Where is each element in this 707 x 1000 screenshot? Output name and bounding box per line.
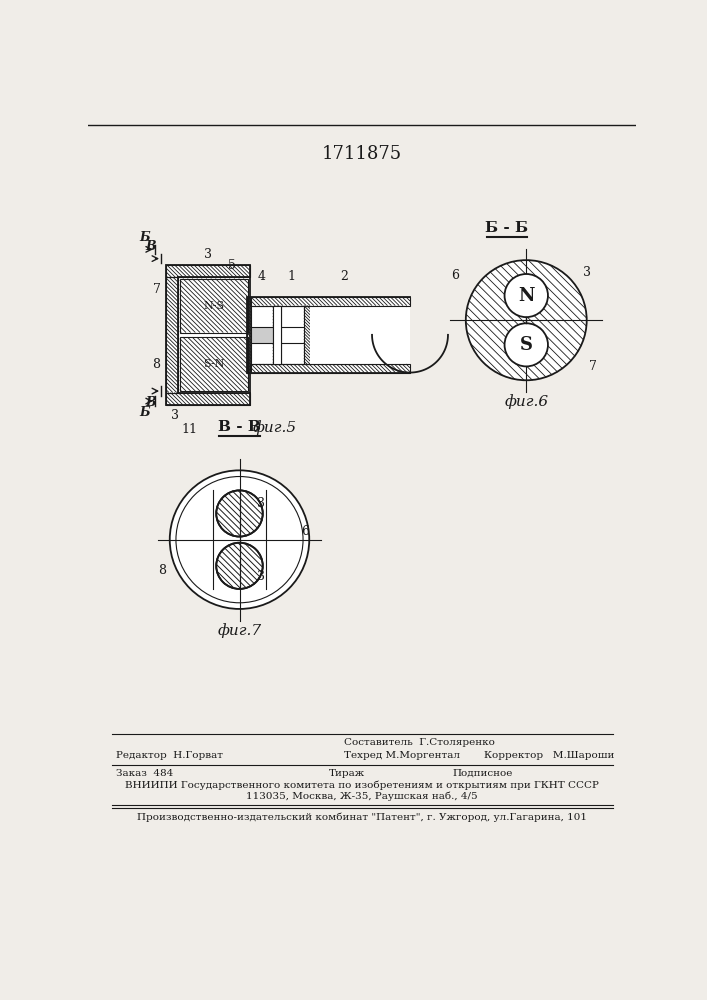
Bar xyxy=(180,279,248,333)
Circle shape xyxy=(176,477,303,603)
Text: Корректор   М.Шароши: Корректор М.Шароши xyxy=(484,751,614,760)
Text: 7: 7 xyxy=(153,283,160,296)
Text: 1: 1 xyxy=(288,270,296,283)
Text: 2: 2 xyxy=(340,270,348,283)
Text: В - В: В - В xyxy=(218,420,261,434)
Bar xyxy=(273,306,281,364)
Text: Редактор  Н.Горват: Редактор Н.Горват xyxy=(115,751,223,760)
Bar xyxy=(166,265,250,277)
Bar xyxy=(166,277,178,393)
Text: 113035, Москва, Ж-35, Раушская наб., 4/5: 113035, Москва, Ж-35, Раушская наб., 4/5 xyxy=(246,791,478,801)
Bar xyxy=(304,306,310,364)
Text: Заказ  484: Заказ 484 xyxy=(115,769,173,778)
Circle shape xyxy=(216,490,263,537)
Text: В: В xyxy=(145,240,156,253)
Text: 3: 3 xyxy=(257,497,264,510)
Text: Б: Б xyxy=(139,406,149,419)
Text: Подписное: Подписное xyxy=(452,769,513,778)
Text: Техред М.Моргентал: Техред М.Моргентал xyxy=(344,751,460,760)
Text: N-S: N-S xyxy=(204,301,225,311)
Text: В: В xyxy=(145,396,156,409)
Circle shape xyxy=(466,260,587,380)
Text: 11: 11 xyxy=(181,423,197,436)
Bar xyxy=(250,297,410,373)
Text: 3: 3 xyxy=(204,248,211,261)
Text: 5: 5 xyxy=(228,259,235,272)
Circle shape xyxy=(505,274,548,317)
Text: 3: 3 xyxy=(583,266,591,279)
Text: 7: 7 xyxy=(589,360,597,373)
Text: 3: 3 xyxy=(257,570,264,583)
Text: S-N: S-N xyxy=(203,359,225,369)
Text: Б - Б: Б - Б xyxy=(485,222,528,235)
Circle shape xyxy=(216,543,263,589)
Text: Тираж: Тираж xyxy=(329,769,365,778)
Text: Производственно-издательский комбинат "Патент", г. Ужгород, ул.Гагарина, 101: Производственно-издательский комбинат "П… xyxy=(137,813,587,822)
Text: 3: 3 xyxy=(171,409,179,422)
Bar xyxy=(250,297,410,306)
Text: Б: Б xyxy=(139,231,149,244)
Bar xyxy=(180,337,248,391)
Text: фиг.5: фиг.5 xyxy=(252,420,296,435)
Text: 8: 8 xyxy=(158,564,166,577)
Text: ВНИИПИ Государственного комитета по изобретениям и открытиям при ГКНТ СССР: ВНИИПИ Государственного комитета по изоб… xyxy=(125,781,599,790)
Text: фиг.7: фиг.7 xyxy=(218,623,262,638)
Bar xyxy=(166,393,250,405)
Text: S: S xyxy=(520,336,533,354)
Bar xyxy=(247,297,251,373)
Text: N: N xyxy=(518,287,534,305)
Text: 1711875: 1711875 xyxy=(322,145,402,163)
Text: 6: 6 xyxy=(452,269,460,282)
Text: 8: 8 xyxy=(153,358,160,371)
Bar xyxy=(251,327,273,343)
Text: фиг.6: фиг.6 xyxy=(504,394,549,409)
Text: 6: 6 xyxy=(301,525,310,538)
Text: 4: 4 xyxy=(257,270,265,283)
Circle shape xyxy=(505,323,548,366)
Bar xyxy=(310,306,406,364)
Bar xyxy=(166,265,250,405)
Text: Составитель  Г.Столяренко: Составитель Г.Столяренко xyxy=(344,738,495,747)
Circle shape xyxy=(170,470,309,609)
Bar xyxy=(273,306,281,364)
Bar xyxy=(250,364,410,373)
